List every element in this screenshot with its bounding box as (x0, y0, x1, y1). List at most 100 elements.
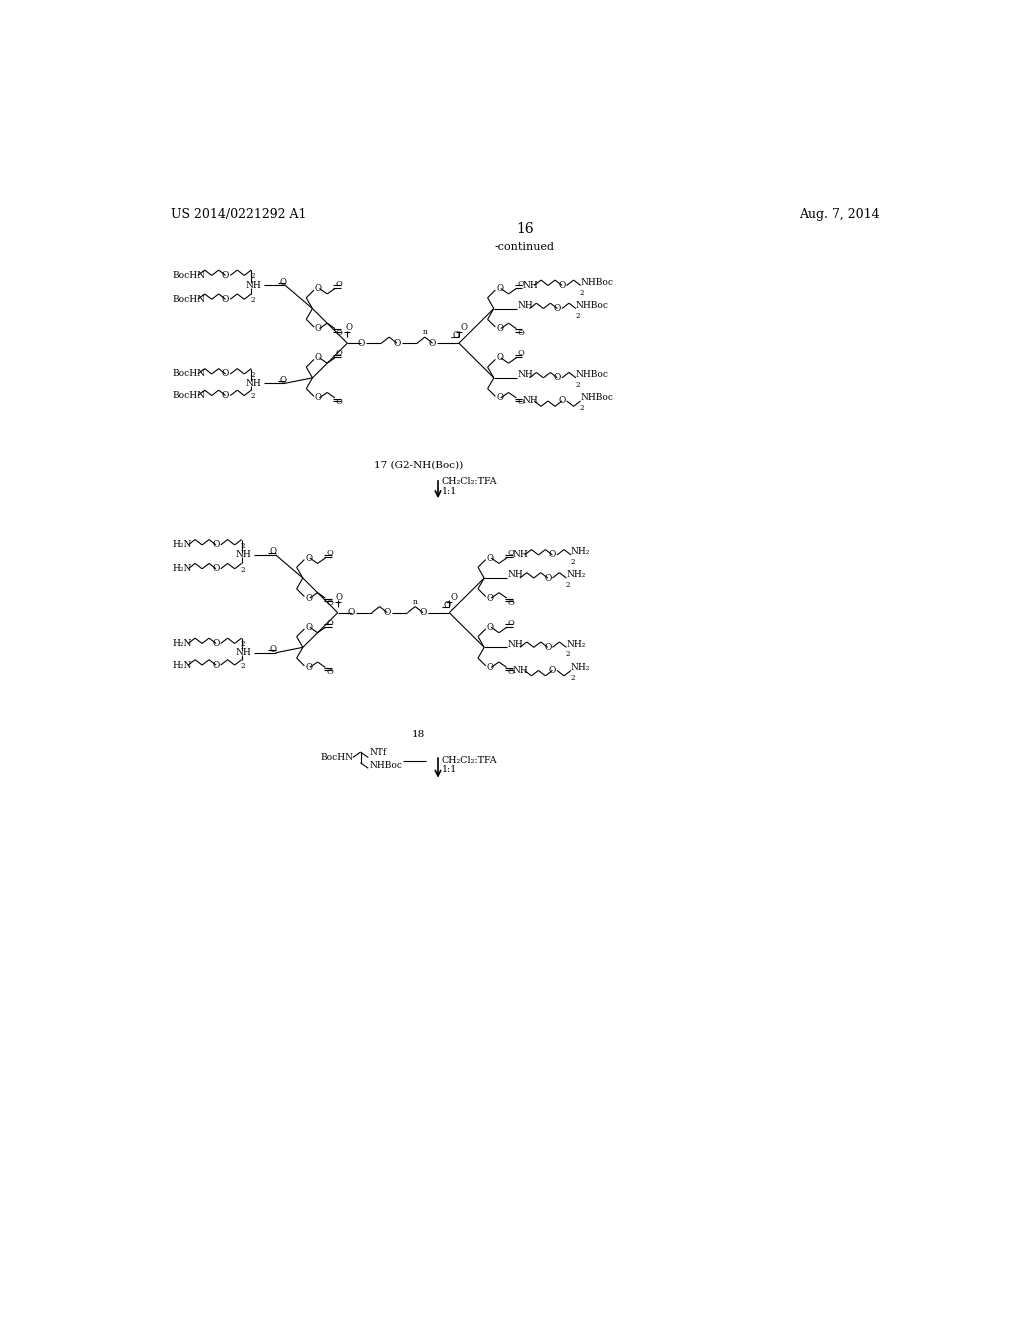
Text: BocHN: BocHN (172, 370, 205, 379)
Text: O: O (443, 601, 451, 610)
Text: O: O (544, 643, 552, 652)
Text: 2: 2 (570, 673, 574, 681)
Text: O: O (305, 553, 312, 562)
Text: NH: NH (245, 281, 261, 290)
Text: 2: 2 (241, 640, 246, 648)
Text: O: O (461, 323, 468, 333)
Text: NH₂: NH₂ (566, 570, 586, 579)
Text: NH: NH (508, 570, 523, 579)
Text: CH₂Cl₂:TFA: CH₂Cl₂:TFA (442, 756, 498, 766)
Text: O: O (222, 294, 229, 304)
Text: O: O (429, 339, 436, 347)
Text: O: O (517, 280, 524, 288)
Text: 2: 2 (241, 566, 246, 574)
Text: O: O (336, 329, 343, 337)
Text: O: O (486, 553, 494, 562)
Text: 2: 2 (251, 392, 255, 400)
Text: O: O (496, 325, 503, 333)
Text: O: O (336, 593, 342, 602)
Text: O: O (508, 619, 514, 627)
Text: O: O (269, 548, 276, 556)
Text: US 2014/0221292 A1: US 2014/0221292 A1 (171, 209, 306, 222)
Text: H₂N: H₂N (172, 565, 191, 573)
Text: O: O (517, 329, 524, 337)
Text: NH: NH (236, 550, 251, 560)
Text: 2: 2 (580, 404, 585, 412)
Text: CH₂Cl₂:TFA: CH₂Cl₂:TFA (442, 478, 498, 486)
Text: NH: NH (245, 379, 261, 388)
Text: NHBoc: NHBoc (581, 279, 613, 286)
Text: NH: NH (236, 648, 251, 657)
Text: O: O (451, 593, 458, 602)
Text: -continued: -continued (495, 242, 555, 252)
Text: O: O (554, 374, 561, 383)
Text: NH: NH (513, 667, 528, 675)
Text: NH₂: NH₂ (566, 640, 586, 648)
Text: O: O (212, 660, 220, 669)
Text: NHBoc: NHBoc (581, 393, 613, 403)
Text: O: O (508, 668, 514, 676)
Text: O: O (305, 663, 312, 672)
Text: NHBoc: NHBoc (575, 301, 609, 310)
Text: BocHN: BocHN (172, 271, 205, 280)
Text: O: O (280, 376, 286, 384)
Text: O: O (486, 663, 494, 672)
Text: BocHN: BocHN (172, 294, 205, 304)
Text: 17 (G2-NH(Boc)): 17 (G2-NH(Boc)) (374, 461, 463, 470)
Text: BocHN: BocHN (321, 752, 353, 762)
Text: 2: 2 (565, 651, 570, 659)
Text: O: O (517, 350, 524, 358)
Text: NH: NH (517, 301, 532, 310)
Text: O: O (345, 323, 352, 333)
Text: NH: NH (522, 281, 539, 290)
Text: O: O (326, 668, 333, 676)
Text: O: O (348, 609, 355, 618)
Text: O: O (314, 393, 322, 403)
Text: O: O (496, 354, 503, 362)
Text: O: O (357, 339, 365, 347)
Text: O: O (326, 599, 333, 607)
Text: NH₂: NH₂ (571, 548, 591, 556)
Text: O: O (508, 549, 514, 557)
Text: NH: NH (522, 396, 539, 405)
Text: Aug. 7, 2014: Aug. 7, 2014 (799, 209, 880, 222)
Text: 16: 16 (516, 222, 534, 235)
Text: 2: 2 (565, 581, 570, 589)
Text: NTf: NTf (369, 748, 386, 758)
Text: O: O (212, 639, 220, 648)
Text: O: O (212, 540, 220, 549)
Text: O: O (326, 549, 333, 557)
Text: O: O (453, 331, 460, 341)
Text: O: O (305, 623, 312, 632)
Text: O: O (486, 623, 494, 632)
Text: NHBoc: NHBoc (575, 371, 609, 379)
Text: O: O (314, 354, 322, 362)
Text: O: O (326, 619, 333, 627)
Text: O: O (486, 594, 494, 602)
Text: O: O (314, 284, 322, 293)
Text: 2: 2 (241, 543, 246, 550)
Text: NH₂: NH₂ (571, 663, 591, 672)
Text: 2: 2 (251, 371, 255, 379)
Text: O: O (549, 550, 556, 560)
Text: O: O (336, 350, 343, 358)
Text: 2: 2 (251, 296, 255, 304)
Text: n: n (413, 598, 418, 606)
Text: 2: 2 (575, 381, 580, 389)
Text: O: O (496, 393, 503, 403)
Text: O: O (280, 279, 286, 286)
Text: O: O (222, 271, 229, 280)
Text: H₂N: H₂N (172, 639, 191, 648)
Text: O: O (269, 645, 276, 655)
Text: O: O (336, 280, 343, 288)
Text: 2: 2 (580, 289, 585, 297)
Text: O: O (222, 391, 229, 400)
Text: O: O (554, 304, 561, 313)
Text: O: O (222, 370, 229, 379)
Text: O: O (305, 594, 312, 602)
Text: NH: NH (513, 550, 528, 560)
Text: O: O (508, 599, 514, 607)
Text: NHBoc: NHBoc (369, 762, 402, 771)
Text: NH: NH (508, 640, 523, 648)
Text: O: O (314, 325, 322, 333)
